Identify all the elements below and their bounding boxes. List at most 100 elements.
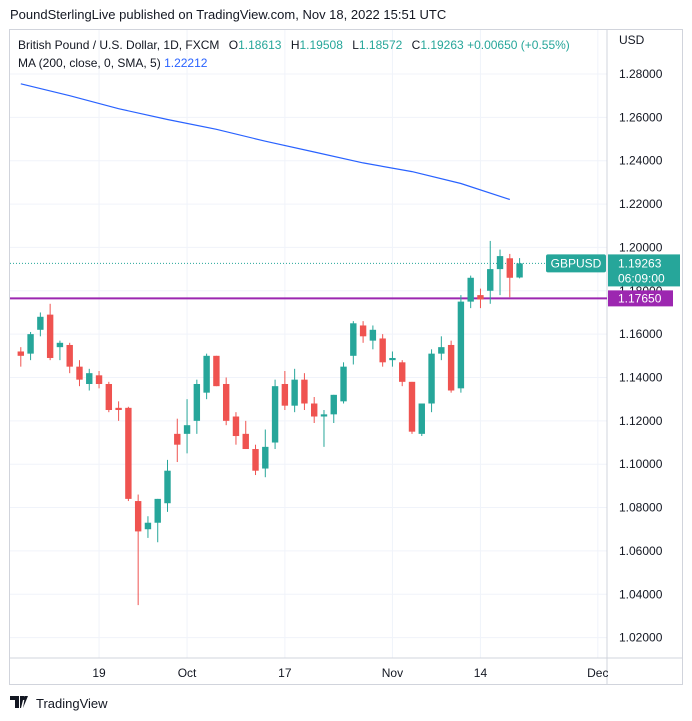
time-tick-label: 17 — [278, 666, 292, 680]
ma-value: 1.22212 — [164, 56, 208, 70]
publish-header: PoundSterlingLive published on TradingVi… — [10, 7, 447, 22]
symbol-price-tag — [546, 254, 606, 273]
price-tick-label: 1.20000 — [619, 240, 663, 254]
candle-body — [467, 277, 474, 302]
change-value: +0.00650 (+0.55%) — [467, 38, 570, 52]
candle — [487, 240, 494, 304]
candle — [350, 321, 357, 365]
candle-body — [213, 355, 220, 387]
candle-body — [281, 383, 289, 406]
candle-body — [399, 362, 406, 382]
currency-label[interactable]: USD — [619, 33, 645, 47]
ma-label[interactable]: MA (200, close, 0, SMA, 5) — [18, 56, 161, 70]
price-tick-label: 1.02000 — [619, 631, 663, 645]
candle — [95, 370, 103, 389]
level-price-label: 1.17650 — [618, 291, 662, 305]
candle-body — [232, 416, 240, 437]
candle-body — [506, 258, 513, 278]
candle-body — [27, 334, 34, 354]
candle-body — [37, 316, 44, 330]
price-axis-ticks: 1.280001.260001.240001.220001.200001.180… — [619, 67, 663, 645]
low-value: 1.18572 — [358, 38, 403, 52]
candle — [457, 295, 465, 393]
candle-body — [193, 383, 201, 421]
candle — [37, 312, 44, 337]
candles — [17, 240, 523, 606]
price-tick-label: 1.06000 — [619, 544, 663, 558]
candle — [311, 397, 318, 424]
high-value: 1.19508 — [299, 38, 343, 52]
candle-body — [271, 386, 279, 443]
candle — [86, 368, 93, 391]
candle — [183, 399, 191, 454]
candle-body — [164, 470, 171, 504]
candle-body — [418, 403, 425, 434]
candle — [193, 379, 201, 434]
candle-body — [487, 269, 494, 291]
chart-legend: British Pound / U.S. Dollar, 1D, FXCM O1… — [18, 36, 570, 72]
tradingview-footer[interactable]: TradingView — [10, 696, 108, 711]
level-price-tag — [608, 290, 673, 307]
candle-body — [183, 425, 191, 434]
candle-body — [76, 366, 83, 380]
candle-body — [359, 325, 367, 337]
candle — [516, 258, 523, 279]
candle-body — [457, 301, 465, 389]
time-tick-label: Dec — [587, 666, 608, 680]
candle — [506, 253, 513, 298]
candle-body — [379, 338, 386, 363]
countdown-label: 06:09:00 — [618, 271, 665, 285]
candle — [76, 360, 83, 387]
price-tick-label: 1.26000 — [619, 110, 663, 124]
candle — [320, 410, 328, 447]
candle-body — [311, 403, 318, 417]
candle — [232, 412, 240, 445]
candle-body — [369, 329, 377, 341]
candle-body — [105, 383, 113, 411]
candle — [66, 342, 73, 374]
price-tick-label: 1.12000 — [619, 414, 663, 428]
candle — [408, 381, 416, 434]
candle-body — [95, 375, 103, 384]
candle — [291, 368, 298, 413]
candle-body — [56, 342, 64, 348]
candle — [154, 498, 161, 543]
candle — [301, 373, 308, 411]
price-tick-label: 1.28000 — [619, 67, 663, 81]
ohlc-row: British Pound / U.S. Dollar, 1D, FXCM O1… — [18, 36, 570, 54]
high-label: H — [290, 38, 300, 52]
candle — [164, 459, 171, 512]
candle — [105, 381, 113, 413]
time-tick-label: Oct — [178, 666, 197, 680]
price-tick-label: 1.10000 — [619, 457, 663, 471]
time-tick-label: 14 — [474, 666, 488, 680]
candle — [242, 420, 249, 450]
candle — [134, 494, 142, 606]
candle — [330, 394, 337, 424]
candle — [369, 325, 377, 350]
candle-body — [242, 433, 249, 450]
candle — [203, 353, 210, 400]
candle-body — [134, 501, 142, 532]
candle — [379, 334, 386, 367]
price-tick-label: 1.22000 — [619, 197, 663, 211]
candle — [56, 340, 64, 361]
candle-body — [86, 373, 93, 384]
candle — [271, 379, 279, 450]
low-label: L — [352, 38, 359, 52]
candle — [144, 516, 152, 538]
time-axis-ticks: 19 Oct 17 Nov 14 Dec — [92, 666, 608, 680]
grid-lines — [10, 30, 607, 658]
candle — [252, 444, 259, 476]
close-value: 1.19263 — [420, 38, 464, 52]
ma-200-line — [20, 83, 510, 201]
time-tick-label: Nov — [382, 666, 403, 680]
candle — [222, 377, 230, 426]
symbol-title[interactable]: British Pound / U.S. Dollar, 1D, FXCM — [18, 38, 220, 52]
price-tick-label: 1.24000 — [619, 154, 663, 168]
candle-body — [340, 366, 347, 402]
candle-body — [66, 344, 73, 367]
candle — [213, 355, 220, 387]
open-value: 1.18613 — [238, 38, 282, 52]
